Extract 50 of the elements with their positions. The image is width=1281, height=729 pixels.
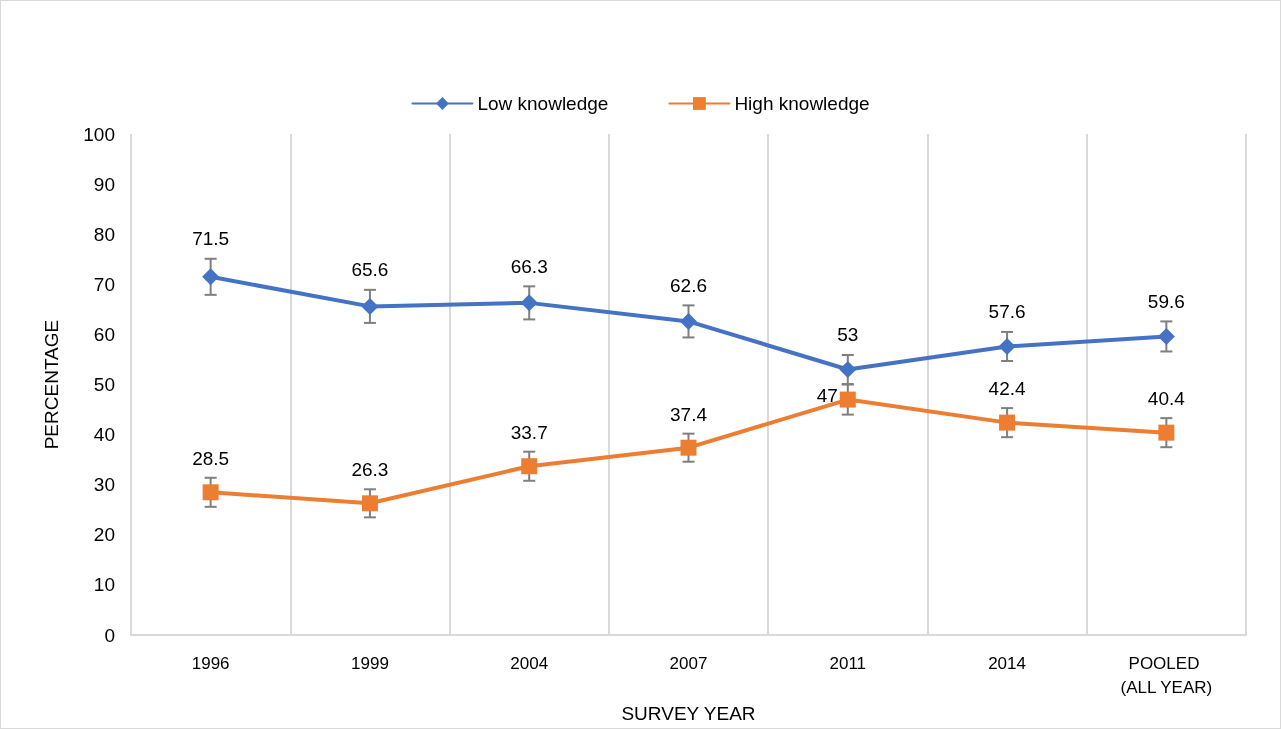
data-label: 37.4 <box>670 403 708 425</box>
point <box>520 294 538 312</box>
point <box>202 268 220 286</box>
x-tick-label: 2011 <box>829 653 867 673</box>
data-label: 40.4 <box>1147 388 1186 410</box>
data-label: 57.6 <box>988 301 1026 323</box>
data-label: 47 <box>816 384 838 406</box>
legend-label: Low knowledge <box>477 93 609 114</box>
point <box>1158 424 1175 441</box>
data-label: 33.7 <box>510 421 548 443</box>
point <box>680 312 697 330</box>
data-label: 26.3 <box>351 459 389 481</box>
y-tick-label: 60 <box>93 323 115 345</box>
data-label: 62.6 <box>670 274 707 296</box>
y-tick-label: 50 <box>93 374 115 396</box>
point <box>202 484 219 501</box>
y-tick-label: 80 <box>93 223 115 245</box>
y-tick-label: 90 <box>93 173 115 195</box>
y-tick-label: 40 <box>93 424 115 446</box>
x-tick-label: 1996 <box>191 653 230 673</box>
data-label: 66.3 <box>510 255 548 277</box>
data-label: 53 <box>837 324 859 346</box>
y-tick-label: 10 <box>93 574 115 596</box>
y-tick-label: 70 <box>93 273 115 295</box>
y-tick-label: 20 <box>93 524 115 546</box>
point <box>521 458 538 475</box>
x-axis-title: SURVEY YEAR <box>621 703 756 724</box>
legend-label: High knowledge <box>734 93 870 114</box>
point <box>998 337 1016 355</box>
x-tick-label: 2007 <box>669 653 708 673</box>
x-tick-label: POOLED (ALL YEAR) <box>1120 653 1213 697</box>
y-tick-label: 0 <box>104 624 115 646</box>
point <box>839 391 856 408</box>
point <box>680 439 697 456</box>
data-label: 71.5 <box>192 228 230 250</box>
data-label: 65.6 <box>351 259 389 281</box>
point <box>361 495 378 512</box>
data-label: 28.5 <box>192 447 230 469</box>
y-axis-title: PERCENTAGE <box>41 319 62 450</box>
x-tick-label: 2004 <box>510 653 549 673</box>
y-tick-label: 30 <box>93 474 115 496</box>
point <box>361 297 379 315</box>
data-label: 42.4 <box>988 377 1026 399</box>
data-label: 59.6 <box>1147 290 1185 312</box>
y-tick-label: 100 <box>83 123 115 145</box>
point <box>999 414 1016 431</box>
x-tick-label: 2014 <box>988 653 1026 673</box>
point <box>1157 327 1175 345</box>
point <box>839 361 857 379</box>
x-tick-label: 1999 <box>351 653 389 673</box>
